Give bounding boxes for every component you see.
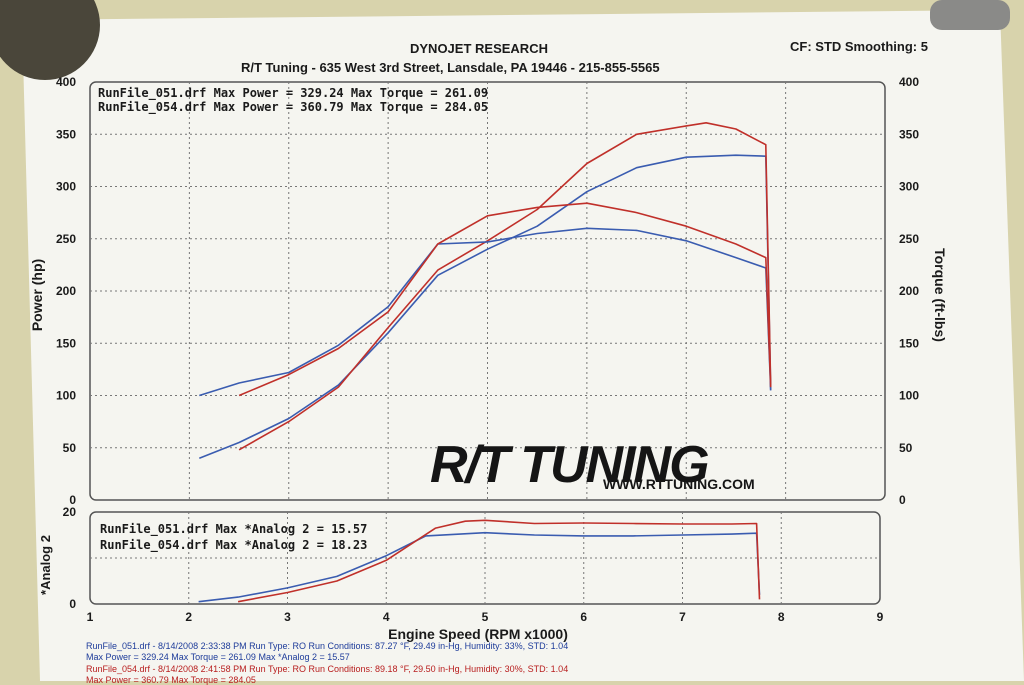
magnet-clip [930,0,1010,30]
top-plot-series [199,122,772,459]
y-tick-label: 0 [899,493,906,507]
series-line-runfile-051-drf-power [199,154,772,459]
y-tick-label: 200 [56,284,76,298]
y-tick-label: 350 [899,127,919,141]
power-axis-ticks: 0 50 100 150 200 250 300 350 400 [56,75,76,507]
x-tick-label: 1 [87,610,94,624]
analog-legend-run-051: RunFile_051.drf Max *Analog 2 = 15.57 [100,522,368,536]
legend-run-054: RunFile_054.drf Max Power = 360.79 Max T… [98,100,489,114]
analog-plot: 0 20 1 2 3 4 5 6 7 8 9 [63,505,884,624]
tape-roll [0,0,100,80]
series-line-runfile-051-drf-torque [199,227,772,397]
rt-tuning-logo: R/T TUNING WWW.RTTUNING.COM [430,436,755,494]
header-title: DYNOJET RESEARCH [410,41,548,56]
y-tick-label: 50 [899,441,913,455]
power-axis-label: Power (hp) [29,259,45,331]
y-tick-label: 200 [899,284,919,298]
header-settings: CF: STD Smoothing: 5 [790,39,928,54]
series-line-runfile-054-drf-torque [238,202,772,397]
legend-run-051: RunFile_051.drf Max Power = 329.24 Max T… [98,86,489,100]
x-tick-label: 7 [679,610,686,624]
power-torque-plot: 0 50 100 150 200 250 300 350 400 0 50 100 150 200 250… [56,75,919,507]
y-tick-label: 100 [56,389,76,403]
x-tick-label: 8 [778,610,785,624]
footer-run-051-max: Max Power = 329.24 Max Torque = 261.09 M… [86,652,350,662]
y-tick-label: 350 [56,127,76,141]
analog-axis-label: *Analog 2 [38,535,53,595]
logo-brand: R/T TUNING [430,436,708,494]
x-tick-label: 2 [185,610,192,624]
y-tick-label: 0 [69,597,76,611]
y-tick-label: 150 [899,336,919,350]
analog-axis-ticks: 0 20 [63,505,77,611]
y-tick-label: 400 [899,75,919,89]
paper-sheet [22,10,1024,681]
y-tick-label: 150 [56,336,76,350]
y-tick-label: 0 [69,493,76,507]
torque-axis-label: Torque (ft-lbs) [932,248,948,342]
series-line-runfile-054-drf-power [238,122,772,451]
torque-axis-ticks: 0 50 100 150 200 250 300 350 400 [899,75,919,507]
y-tick-label: 250 [56,232,76,246]
rpm-axis-ticks: 1 2 3 4 5 6 7 8 9 [87,610,884,624]
series-line-runfile-051-drf [198,531,761,603]
y-tick-label: 400 [56,75,76,89]
y-tick-label: 300 [56,180,76,194]
footer-run-054-conditions: RunFile_054.drf - 8/14/2008 2:41:58 PM R… [86,664,569,674]
y-tick-label: 300 [899,180,919,194]
y-tick-label: 250 [899,232,919,246]
header-address: R/T Tuning - 635 West 3rd Street, Lansda… [241,60,660,75]
footer-run-054-max: Max Power = 360.79 Max Torque = 284.05 [86,675,256,685]
x-tick-label: 9 [877,610,884,624]
logo-url: WWW.RTTUNING.COM [603,476,755,492]
y-tick-label: 100 [899,389,919,403]
rpm-axis-label: Engine Speed (RPM x1000) [388,626,568,642]
y-tick-label: 50 [63,441,77,455]
x-tick-label: 6 [580,610,587,624]
x-tick-label: 4 [383,610,390,624]
x-tick-label: 3 [284,610,291,624]
analog-legend-run-054: RunFile_054.drf Max *Analog 2 = 18.23 [100,538,368,552]
x-tick-label: 5 [482,610,489,624]
y-tick-label: 20 [63,505,77,519]
series-line-runfile-054-drf [237,519,761,603]
analog-plot-series [198,519,761,603]
footer-run-051-conditions: RunFile_051.drf - 8/14/2008 2:33:38 PM R… [86,641,569,651]
